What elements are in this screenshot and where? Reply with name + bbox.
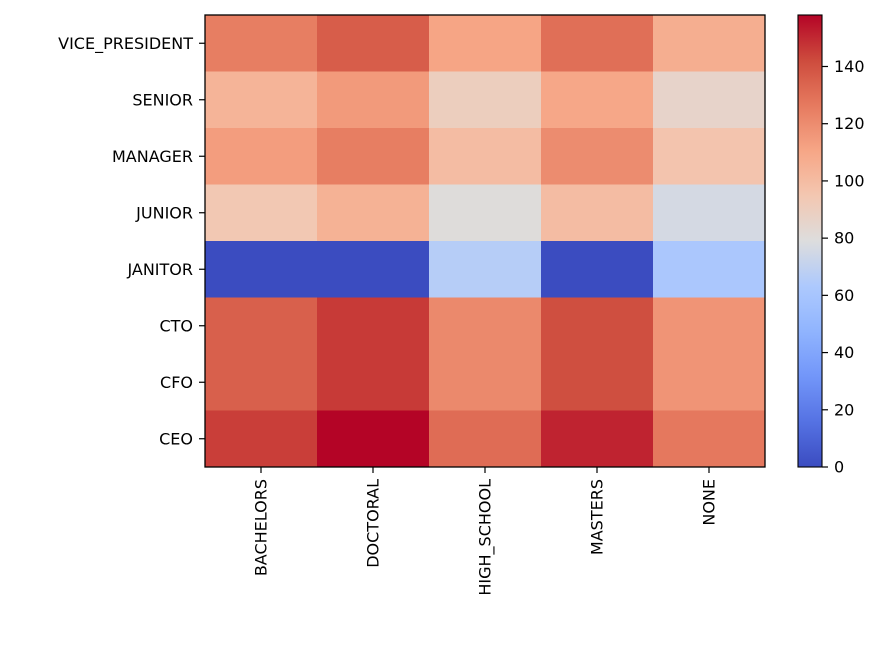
y-axis: VICE_PRESIDENT SENIOR MANAGER JUNIOR JANITOR… [58,34,205,448]
colorbar-tick-label: 60 [834,286,854,305]
heatmap-cell [429,297,542,355]
colorbar-tick-label: 100 [834,171,865,190]
heatmap-cell [541,71,654,129]
y-tick-label: JUNIOR [135,203,193,222]
heatmap-cell [317,184,430,242]
heatmap-cell [317,71,430,129]
colorbar [797,14,823,468]
colorbar-tick-label: 120 [834,114,865,133]
x-tick-label: HIGH_SCHOOL [476,479,496,596]
x-tick-label: NONE [700,479,719,526]
heatmap-cell [205,71,318,129]
heatmap-cell [541,354,654,411]
heatmap-cell [429,184,542,242]
colorbar-tick-label: 0 [834,458,844,477]
colorbar-tick-label: 80 [834,229,854,248]
heatmap-cell [653,184,766,242]
heatmap-cell [653,128,766,185]
heatmap-cell [317,354,430,411]
colorbar-tick-label: 40 [834,343,854,362]
x-tick-label: BACHELORS [252,479,271,576]
heatmap-cell [205,241,318,298]
heatmap-cell [317,15,430,72]
heatmap-cell [205,297,318,355]
heatmap-cell [429,15,542,72]
colorbar-tick-label: 20 [834,400,854,419]
y-tick-label: VICE_PRESIDENT [58,34,193,54]
y-tick-label: SENIOR [132,90,193,109]
heatmap-cell [541,410,654,468]
heatmap-cell [653,354,766,411]
heatmap-cell [205,128,318,185]
y-tick-label: CFO [160,373,193,392]
heatmap-cell [653,241,766,298]
x-tick-label: MASTERS [588,479,607,555]
heatmap-cell [541,128,654,185]
heatmap-cells [205,15,766,468]
heatmap-cell [541,15,654,72]
colorbar-axis: 0 20 40 60 80 100 120 140 [822,57,865,477]
y-tick-label: JANITOR [126,260,193,279]
x-tick-label: DOCTORAL [364,479,383,568]
y-tick-label: CEO [159,429,193,448]
y-tick-label: MANAGER [112,147,193,166]
heatmap-cell [653,410,766,468]
heatmap-cell [205,184,318,242]
heatmap-cell [541,297,654,355]
heatmap-cell [429,241,542,298]
heatmap-cell [317,241,430,298]
heatmap-cell [653,71,766,129]
x-axis: BACHELORS DOCTORAL HIGH_SCHOOL MASTERS NONE [252,467,719,596]
heatmap-cell [429,71,542,129]
y-tick-label: CTO [159,316,193,335]
colorbar-tick-label: 140 [834,57,865,76]
heatmap-cell [205,354,318,411]
heatmap-cell [541,184,654,242]
heatmap-cell [429,354,542,411]
heatmap-cell [205,410,318,468]
heatmap-cell [429,128,542,185]
heatmap-cell [429,410,542,468]
heatmap-cell [653,297,766,355]
heatmap-cell [653,15,766,72]
heatmap-cell [205,15,318,72]
heatmap-cell [317,128,430,185]
heatmap-cell [317,297,430,355]
heatmap-cell [317,410,430,468]
heatmap-cell [541,241,654,298]
